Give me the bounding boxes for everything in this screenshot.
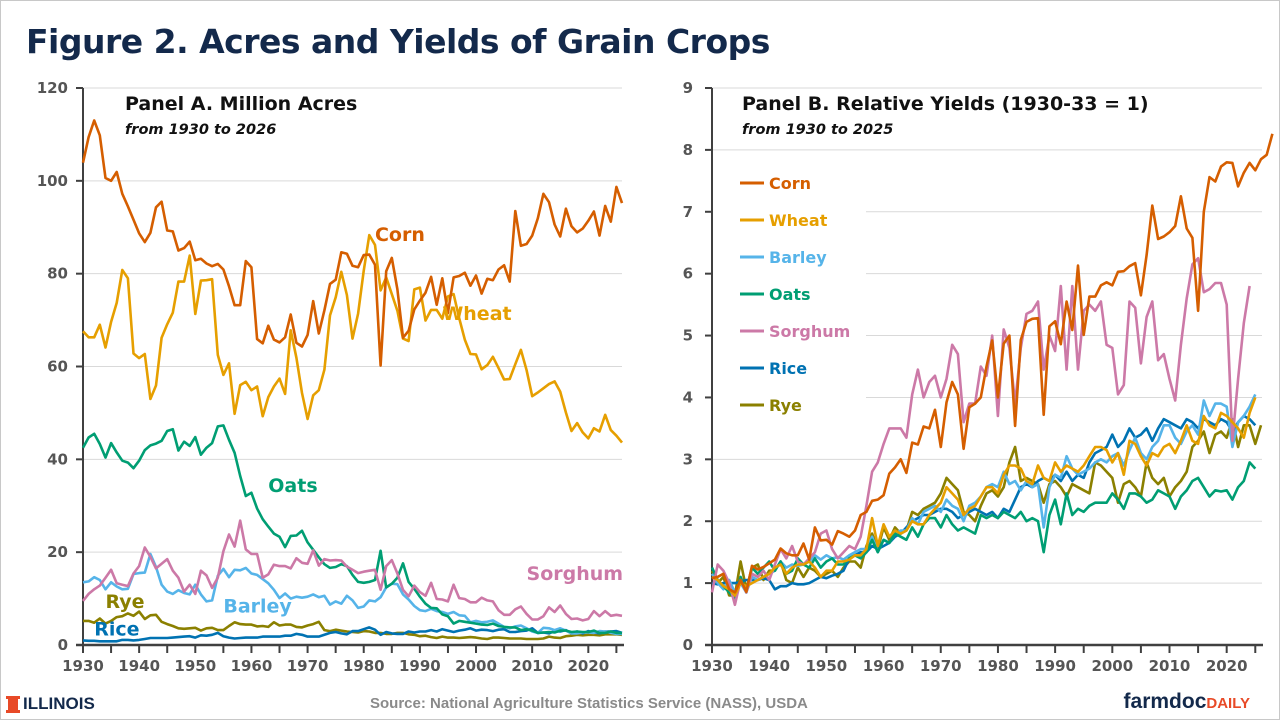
y-tick-label: 0 [58, 636, 68, 654]
x-tick-label: 1960 [231, 657, 273, 675]
series-line-corn [81, 119, 624, 367]
farmdoc-wordmark: farmdoc [1123, 690, 1207, 713]
legend-label-rye: Rye [769, 396, 802, 415]
series-label-oats: Oats [268, 475, 317, 497]
y-tick-label: 40 [47, 450, 68, 468]
panel-subtitle: from 1930 to 2025 [742, 122, 893, 138]
y-tick-label: 8 [683, 141, 693, 159]
x-tick-label: 1930 [691, 657, 733, 675]
y-tick-label: 1 [683, 574, 693, 592]
series-line-wheat [711, 396, 1257, 597]
illinois-logo: ILLINOIS [6, 694, 95, 714]
y-tick-label: 5 [683, 327, 693, 345]
series-label-wheat: Wheat [442, 303, 511, 325]
legend-label-oats: Oats [769, 285, 811, 304]
x-tick-label: 1950 [174, 657, 216, 675]
y-tick-label: 0 [683, 636, 693, 654]
x-tick-label: 1970 [287, 657, 329, 675]
series-line-rice [711, 414, 1257, 591]
farmdoc-logo: farmdocDAILY [1124, 690, 1250, 714]
figure-title: Figure 2. Acres and Yields of Grain Crop… [26, 22, 770, 61]
series-label-rye: Rye [105, 591, 144, 613]
x-tick-label: 1990 [399, 657, 441, 675]
series-label-rice: Rice [94, 619, 139, 641]
x-tick-label: 1940 [748, 657, 790, 675]
series-label-sorghum: Sorghum [527, 563, 624, 585]
y-tick-label: 20 [47, 543, 68, 561]
illinois-wordmark: ILLINOIS [23, 694, 95, 713]
series-line-sorghum [81, 519, 623, 622]
y-tick-label: 80 [47, 265, 68, 283]
series-line-rice [82, 626, 623, 643]
x-tick-label: 1930 [62, 657, 104, 675]
series-line-corn [711, 133, 1274, 594]
source-note: Source: National Agriculture Statistics … [370, 695, 808, 712]
y-tick-label: 3 [683, 450, 693, 468]
legend-label-rice: Rice [769, 359, 807, 378]
x-tick-label: 1990 [1034, 657, 1076, 675]
series-line-wheat [82, 233, 624, 444]
x-tick-label: 1980 [977, 657, 1019, 675]
x-tick-label: 2020 [567, 657, 609, 675]
y-tick-label: 7 [683, 203, 693, 221]
y-tick-label: 60 [47, 358, 68, 376]
legend-label-sorghum: Sorghum [769, 322, 850, 341]
x-tick-label: 2010 [511, 657, 553, 675]
legend-label-wheat: Wheat [769, 211, 828, 230]
block-i-icon [6, 695, 20, 713]
y-tick-label: 4 [683, 388, 693, 406]
x-tick-label: 1980 [343, 657, 385, 675]
series-label-corn: Corn [375, 224, 425, 246]
x-tick-label: 1940 [118, 657, 160, 675]
series-line-sorghum [710, 256, 1251, 607]
x-tick-label: 1960 [863, 657, 905, 675]
x-tick-label: 2000 [1091, 657, 1133, 675]
y-tick-label: 6 [683, 265, 693, 283]
legend-label-corn: Corn [769, 174, 811, 193]
x-tick-label: 2000 [455, 657, 497, 675]
series-label-barley: Barley [223, 596, 292, 618]
y-tick-label: 100 [37, 172, 68, 190]
x-tick-label: 1950 [806, 657, 848, 675]
series-line-oats [81, 424, 622, 635]
x-tick-label: 2020 [1206, 657, 1248, 675]
y-tick-label: 9 [683, 79, 693, 97]
panel-a: 0 20 40 60 80 100 120 1930 1940 1950 1960 1970 1980 1… [37, 79, 624, 675]
y-tick-label: 2 [683, 512, 693, 530]
panel-b: 0 1 2 3 4 5 6 7 8 9 1930 1940 1950 1960 1970 1980 1990 20… [683, 79, 1274, 675]
panel-title: Panel A. Million Acres [125, 93, 357, 115]
legend-label-barley: Barley [769, 248, 827, 267]
y-tick-label: 120 [37, 79, 68, 97]
farmdoc-daily-wordmark: DAILY [1206, 695, 1250, 712]
x-tick-label: 2010 [1149, 657, 1191, 675]
panel-subtitle: from 1930 to 2026 [125, 122, 276, 138]
x-tick-label: 1970 [920, 657, 962, 675]
series-line-rye [83, 610, 623, 641]
panel-title: Panel B. Relative Yields (1930-33 = 1) [742, 93, 1149, 115]
